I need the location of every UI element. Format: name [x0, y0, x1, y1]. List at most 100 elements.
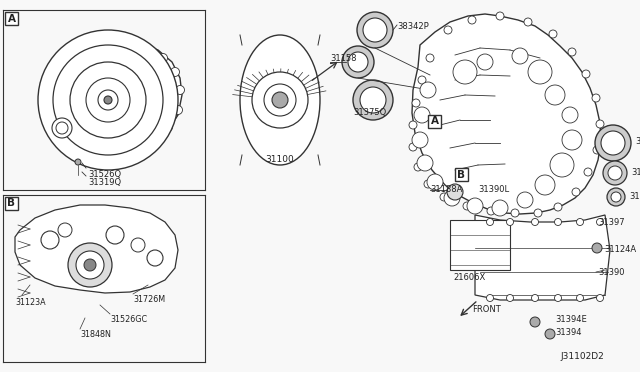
Circle shape — [596, 218, 604, 225]
Circle shape — [496, 12, 504, 20]
Circle shape — [534, 209, 542, 217]
Circle shape — [444, 190, 460, 206]
Circle shape — [409, 143, 417, 151]
FancyBboxPatch shape — [5, 197, 18, 210]
Circle shape — [131, 145, 140, 154]
Circle shape — [131, 238, 145, 252]
Text: 31100: 31100 — [265, 155, 294, 164]
Circle shape — [70, 62, 146, 138]
Circle shape — [512, 48, 528, 64]
Circle shape — [76, 41, 84, 49]
Circle shape — [360, 87, 386, 113]
Circle shape — [535, 175, 555, 195]
Circle shape — [47, 77, 56, 87]
Text: 31526GC: 31526GC — [110, 315, 147, 324]
Circle shape — [111, 150, 120, 158]
Circle shape — [84, 259, 96, 271]
Text: 31526QA: 31526QA — [631, 168, 640, 177]
Circle shape — [595, 125, 631, 161]
Circle shape — [511, 209, 519, 217]
Circle shape — [554, 203, 562, 211]
Circle shape — [353, 80, 393, 120]
Ellipse shape — [240, 35, 320, 165]
Text: 31394E: 31394E — [555, 315, 587, 324]
Circle shape — [577, 295, 584, 301]
Text: 38342P: 38342P — [397, 22, 429, 31]
Circle shape — [58, 55, 67, 64]
Polygon shape — [475, 215, 610, 300]
Text: B: B — [458, 170, 465, 180]
Circle shape — [414, 107, 430, 123]
Circle shape — [348, 52, 368, 72]
Circle shape — [468, 16, 476, 24]
Circle shape — [592, 94, 600, 102]
Circle shape — [56, 129, 65, 138]
Text: 31188A: 31188A — [430, 185, 462, 194]
Circle shape — [38, 30, 178, 170]
FancyBboxPatch shape — [5, 12, 18, 25]
Circle shape — [58, 223, 72, 237]
Text: B: B — [8, 199, 15, 208]
Circle shape — [477, 54, 493, 70]
Circle shape — [414, 163, 422, 171]
Circle shape — [409, 121, 417, 129]
Polygon shape — [15, 205, 178, 293]
Text: 21606X: 21606X — [453, 273, 485, 282]
Text: 31397: 31397 — [598, 218, 625, 227]
Circle shape — [453, 60, 477, 84]
Circle shape — [531, 295, 538, 301]
Text: A: A — [8, 13, 15, 23]
Circle shape — [45, 96, 54, 105]
Circle shape — [272, 92, 288, 108]
Circle shape — [554, 218, 561, 225]
Circle shape — [426, 54, 434, 62]
Text: 31848N: 31848N — [80, 330, 111, 339]
Circle shape — [56, 122, 68, 134]
Circle shape — [264, 84, 296, 116]
FancyBboxPatch shape — [428, 115, 441, 128]
Circle shape — [424, 180, 432, 188]
Circle shape — [417, 155, 433, 171]
Circle shape — [492, 200, 508, 216]
Circle shape — [170, 67, 179, 77]
Circle shape — [418, 76, 426, 84]
Circle shape — [47, 113, 56, 122]
Circle shape — [582, 70, 590, 78]
Text: 38342Q: 38342Q — [635, 137, 640, 146]
Circle shape — [467, 198, 483, 214]
Circle shape — [486, 218, 493, 225]
Circle shape — [173, 106, 182, 115]
Circle shape — [444, 26, 452, 34]
Polygon shape — [48, 40, 182, 156]
Circle shape — [608, 166, 622, 180]
Text: 31319Q: 31319Q — [88, 178, 121, 187]
Circle shape — [554, 295, 561, 301]
Circle shape — [593, 146, 601, 154]
Circle shape — [568, 48, 576, 56]
Circle shape — [106, 226, 124, 244]
Circle shape — [147, 250, 163, 266]
Circle shape — [601, 131, 625, 155]
Circle shape — [506, 218, 513, 225]
Circle shape — [572, 188, 580, 196]
Text: 31526Q: 31526Q — [88, 170, 121, 179]
Circle shape — [603, 161, 627, 185]
Circle shape — [70, 141, 79, 150]
Circle shape — [104, 96, 112, 104]
Circle shape — [487, 207, 495, 215]
Circle shape — [463, 202, 471, 210]
Circle shape — [159, 54, 168, 62]
Circle shape — [517, 192, 533, 208]
Circle shape — [545, 85, 565, 105]
Text: A: A — [431, 116, 438, 126]
Circle shape — [75, 159, 81, 165]
Text: FRONT: FRONT — [472, 305, 500, 314]
Circle shape — [596, 120, 604, 128]
Text: 31319QA: 31319QA — [629, 192, 640, 201]
Text: 31375Q: 31375Q — [353, 108, 387, 117]
Polygon shape — [450, 220, 510, 270]
Circle shape — [412, 132, 428, 148]
Circle shape — [440, 193, 448, 201]
Circle shape — [363, 18, 387, 42]
Polygon shape — [412, 14, 601, 214]
